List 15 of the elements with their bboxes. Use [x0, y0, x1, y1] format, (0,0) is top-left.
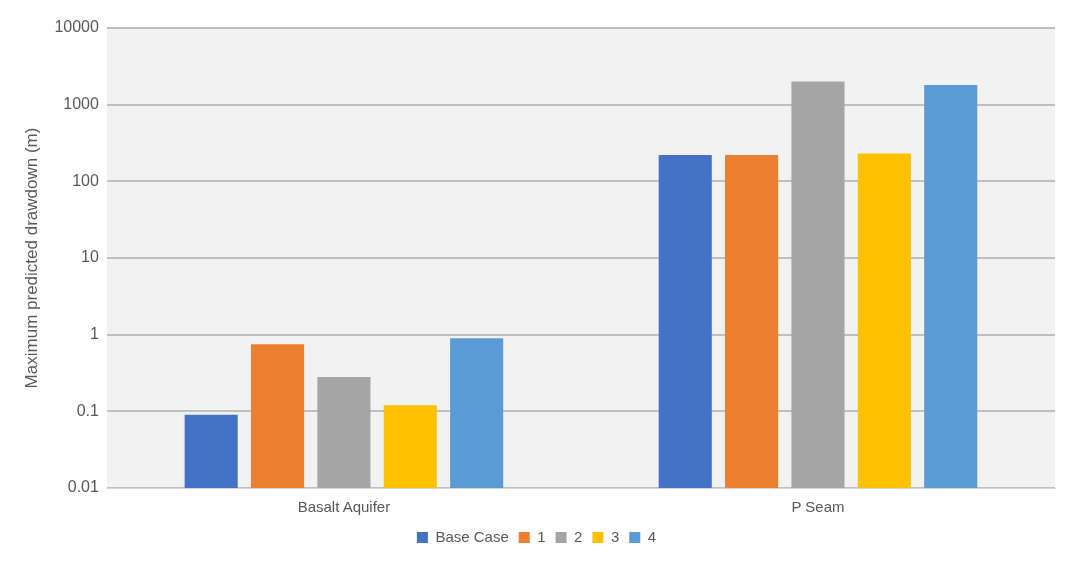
y-tick-label: 100	[72, 171, 99, 189]
legend-label: 4	[647, 527, 657, 545]
y-tick-label: 10000	[54, 18, 99, 36]
legend-label: 3	[610, 527, 620, 545]
y-tick-label: 0.1	[76, 401, 99, 419]
y-axis-title: Maximum predicted drawdown (m)	[21, 127, 41, 389]
x-tick-label: Basalt Aquifer	[297, 498, 391, 516]
x-tick-label: P Seam	[791, 498, 845, 516]
legend-label: Base Case	[435, 527, 509, 545]
y-tick-label: 10	[81, 248, 99, 266]
y-tick-label: 1000	[63, 95, 99, 113]
legend-label: 1	[537, 527, 546, 545]
legend-label: 2	[574, 527, 583, 545]
y-tick-label: 1	[89, 325, 99, 343]
y-tick-label: 0.01	[67, 478, 99, 496]
